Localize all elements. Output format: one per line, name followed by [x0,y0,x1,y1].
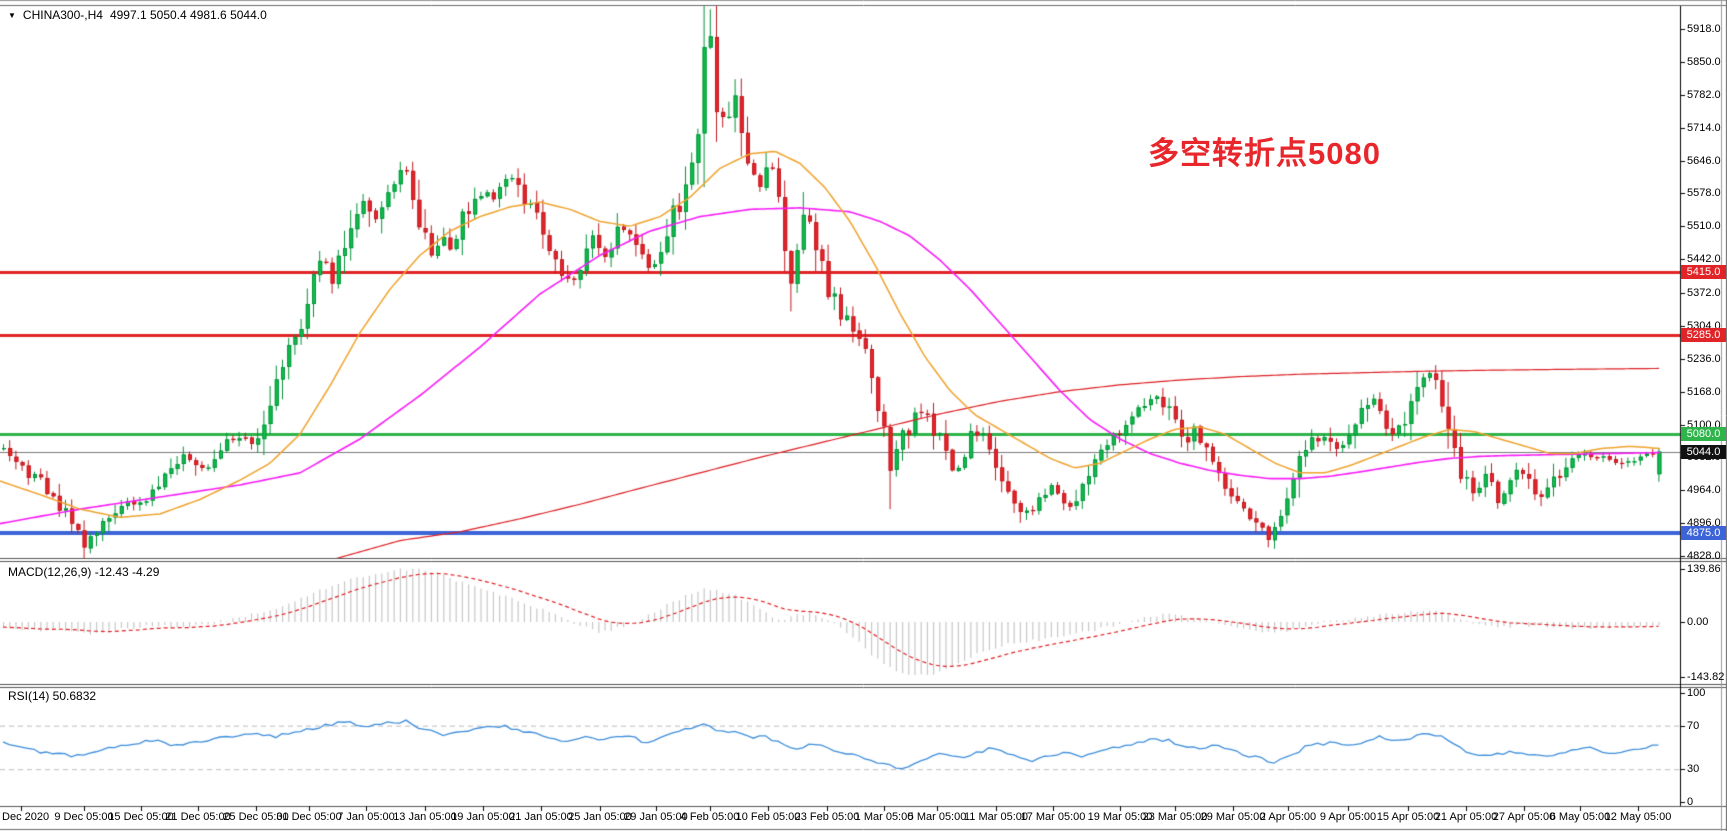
symbol-title: CHINA300-,H4 [22,8,103,22]
price-tick-label: 5782.0 [1687,88,1721,101]
price-tick-label: 4828.0 [1687,550,1721,562]
rsi-tick-label: 70 [1687,719,1700,732]
rsi-tick-label: 0 [1687,795,1694,808]
price-line-badge: 5044.0 [1681,444,1726,459]
time-tick-label: 2 Apr 05:00 [1259,811,1317,823]
time-tick-label: 27 Apr 05:00 [1492,811,1556,823]
time-tick-label: 11 Mar 05:00 [963,811,1029,823]
price-tick-label: 5168.0 [1687,385,1721,398]
price-tick-label: 5646.0 [1687,154,1721,167]
main-price-panel[interactable] [0,6,1680,558]
time-tick-label: 12 May 05:00 [1604,811,1672,823]
price-tick-label: 4896.0 [1687,517,1721,530]
time-tick-label: 13 Jan 05:00 [393,811,457,823]
chart-annotation-text[interactable]: 多空转折点5080 [1148,136,1381,171]
time-tick-label: 17 Mar 05:00 [1020,811,1086,823]
rsi-tick-label: 30 [1687,763,1700,776]
price-tick-label: 5510.0 [1687,220,1721,233]
time-tick-label: 9 Dec 05:00 [54,811,114,823]
macd-tick-label: 139.86 [1687,562,1721,575]
time-tick-label: 23 Feb 05:00 [794,811,860,823]
macd-tick-label: 0.00 [1687,616,1709,628]
price-tick-label: 5714.0 [1687,121,1721,134]
price-tick-label: 5918.0 [1687,23,1721,35]
rsi-indicator-label: RSI(14) 50.6832 [8,689,97,703]
rsi-indicator-panel[interactable] [0,687,1680,803]
macd-tick-label: -143.82 [1687,670,1725,683]
time-tick-label: 29 Mar 05:00 [1200,811,1266,823]
macd-indicator-panel[interactable] [0,562,1680,682]
rsi-tick-label: 100 [1687,687,1706,699]
symbol-header: ▼ CHINA300-,H4 4997.1 5050.4 4981.6 5044… [8,8,267,22]
time-tick-label: 10 Feb 05:00 [735,811,801,823]
price-line-badge: 5285.0 [1681,328,1726,343]
price-tick-label: 5850.0 [1687,55,1721,68]
time-tick-label: 6 May 05:00 [1549,811,1611,823]
time-tick-label: 25 Dec 05:00 [223,811,289,823]
time-tick-label: 25 Jan 05:00 [568,811,632,823]
time-tick-label: 29 Jan 05:00 [624,811,688,823]
time-tick-label: 15 Apr 05:00 [1376,811,1440,823]
price-tick-label: 5442.0 [1687,253,1721,266]
time-tick-label: 21 Jan 05:00 [509,811,573,823]
ohlc-values: 4997.1 5050.4 4981.6 5044.0 [109,8,267,22]
time-tick-label: 1 Mar 05:00 [854,811,914,823]
price-tick-label: 5236.0 [1687,352,1721,365]
price-line-badge: 4875.0 [1681,526,1726,541]
price-line-badge: 5415.0 [1681,265,1726,280]
price-tick-label: 5578.0 [1687,187,1721,200]
price-line-badge: 5080.0 [1681,427,1726,442]
time-tick-label: 21 Dec 05:00 [165,811,231,823]
time-tick-label: 15 Dec 05:00 [108,811,174,823]
time-tick-label: 7 Jan 05:00 [337,811,395,823]
symbol-dropdown-icon[interactable]: ▼ [8,10,16,20]
time-tick-label: 9 Apr 05:00 [1319,811,1377,823]
time-tick-label: 5 Mar 05:00 [907,811,967,823]
time-tick-label: 31 Dec 05:00 [276,811,342,823]
time-tick-label: 23 Mar 05:00 [1142,811,1208,823]
time-tick-label: 3 Dec 2020 [0,811,50,823]
time-tick-label: 19 Mar 05:00 [1087,811,1153,823]
time-tick-label: 19 Jan 05:00 [451,811,515,823]
time-tick-label: 4 Feb 05:00 [680,811,740,823]
price-tick-label: 5372.0 [1687,286,1721,299]
time-tick-label: 21 Apr 05:00 [1434,811,1498,823]
macd-indicator-label: MACD(12,26,9) -12.43 -4.29 [8,565,160,579]
price-tick-label: 4964.0 [1687,484,1721,497]
